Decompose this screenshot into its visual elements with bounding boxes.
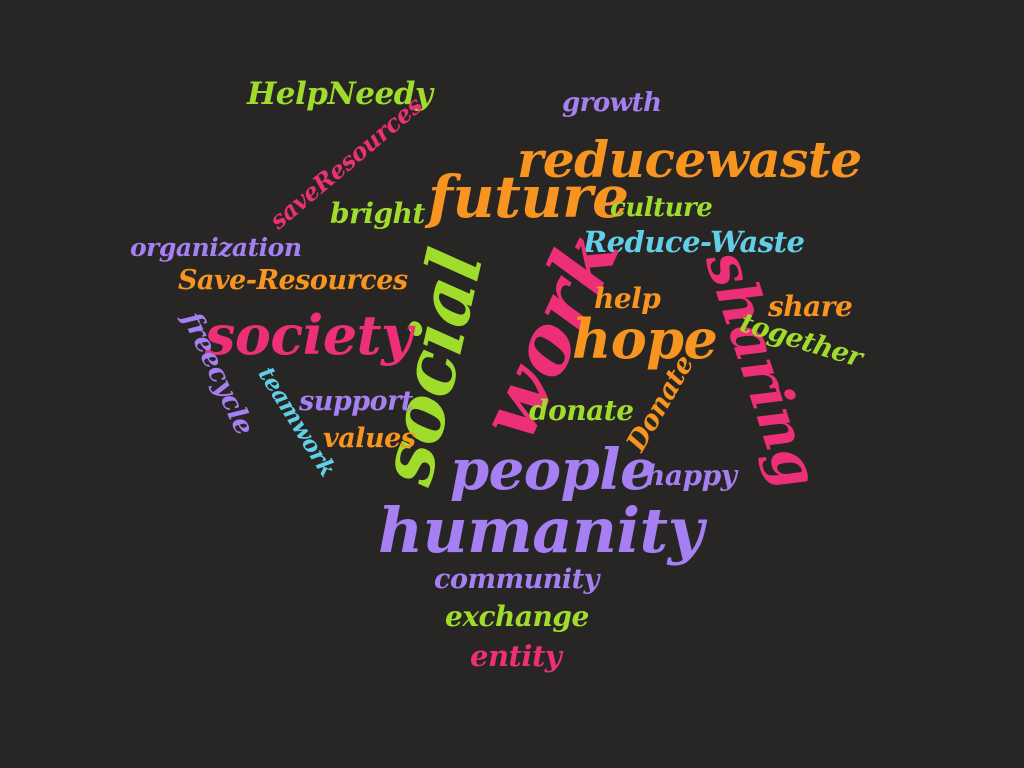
word-future: future [428,163,629,231]
word-growth: growth [562,88,662,118]
word-reduce-waste: Reduce-Waste [583,225,805,259]
word-humanity: humanity [378,494,704,567]
word-donate: donate [529,394,634,427]
word-entity: entity [470,639,562,673]
word-teamwork: teamwork [252,361,342,482]
word-reducewaste: reducewaste [517,130,862,189]
word-save-resources: Save-Resources [178,265,408,296]
word-exchange: exchange [445,600,589,633]
word-values: values [323,423,416,454]
word-bright: bright [330,197,425,230]
word-people: people [450,437,656,503]
word-hope: hope [572,307,718,371]
word-help: help [594,282,661,315]
word-support: support [299,386,413,417]
word-share: share [768,290,853,323]
word-culture: culture [610,193,713,223]
word-community: community [434,564,599,595]
word-happy: happy [645,459,737,492]
word-helpneedy: HelpNeedy [247,76,433,112]
word-organization: organization [130,233,302,262]
word-society: society [205,303,413,367]
